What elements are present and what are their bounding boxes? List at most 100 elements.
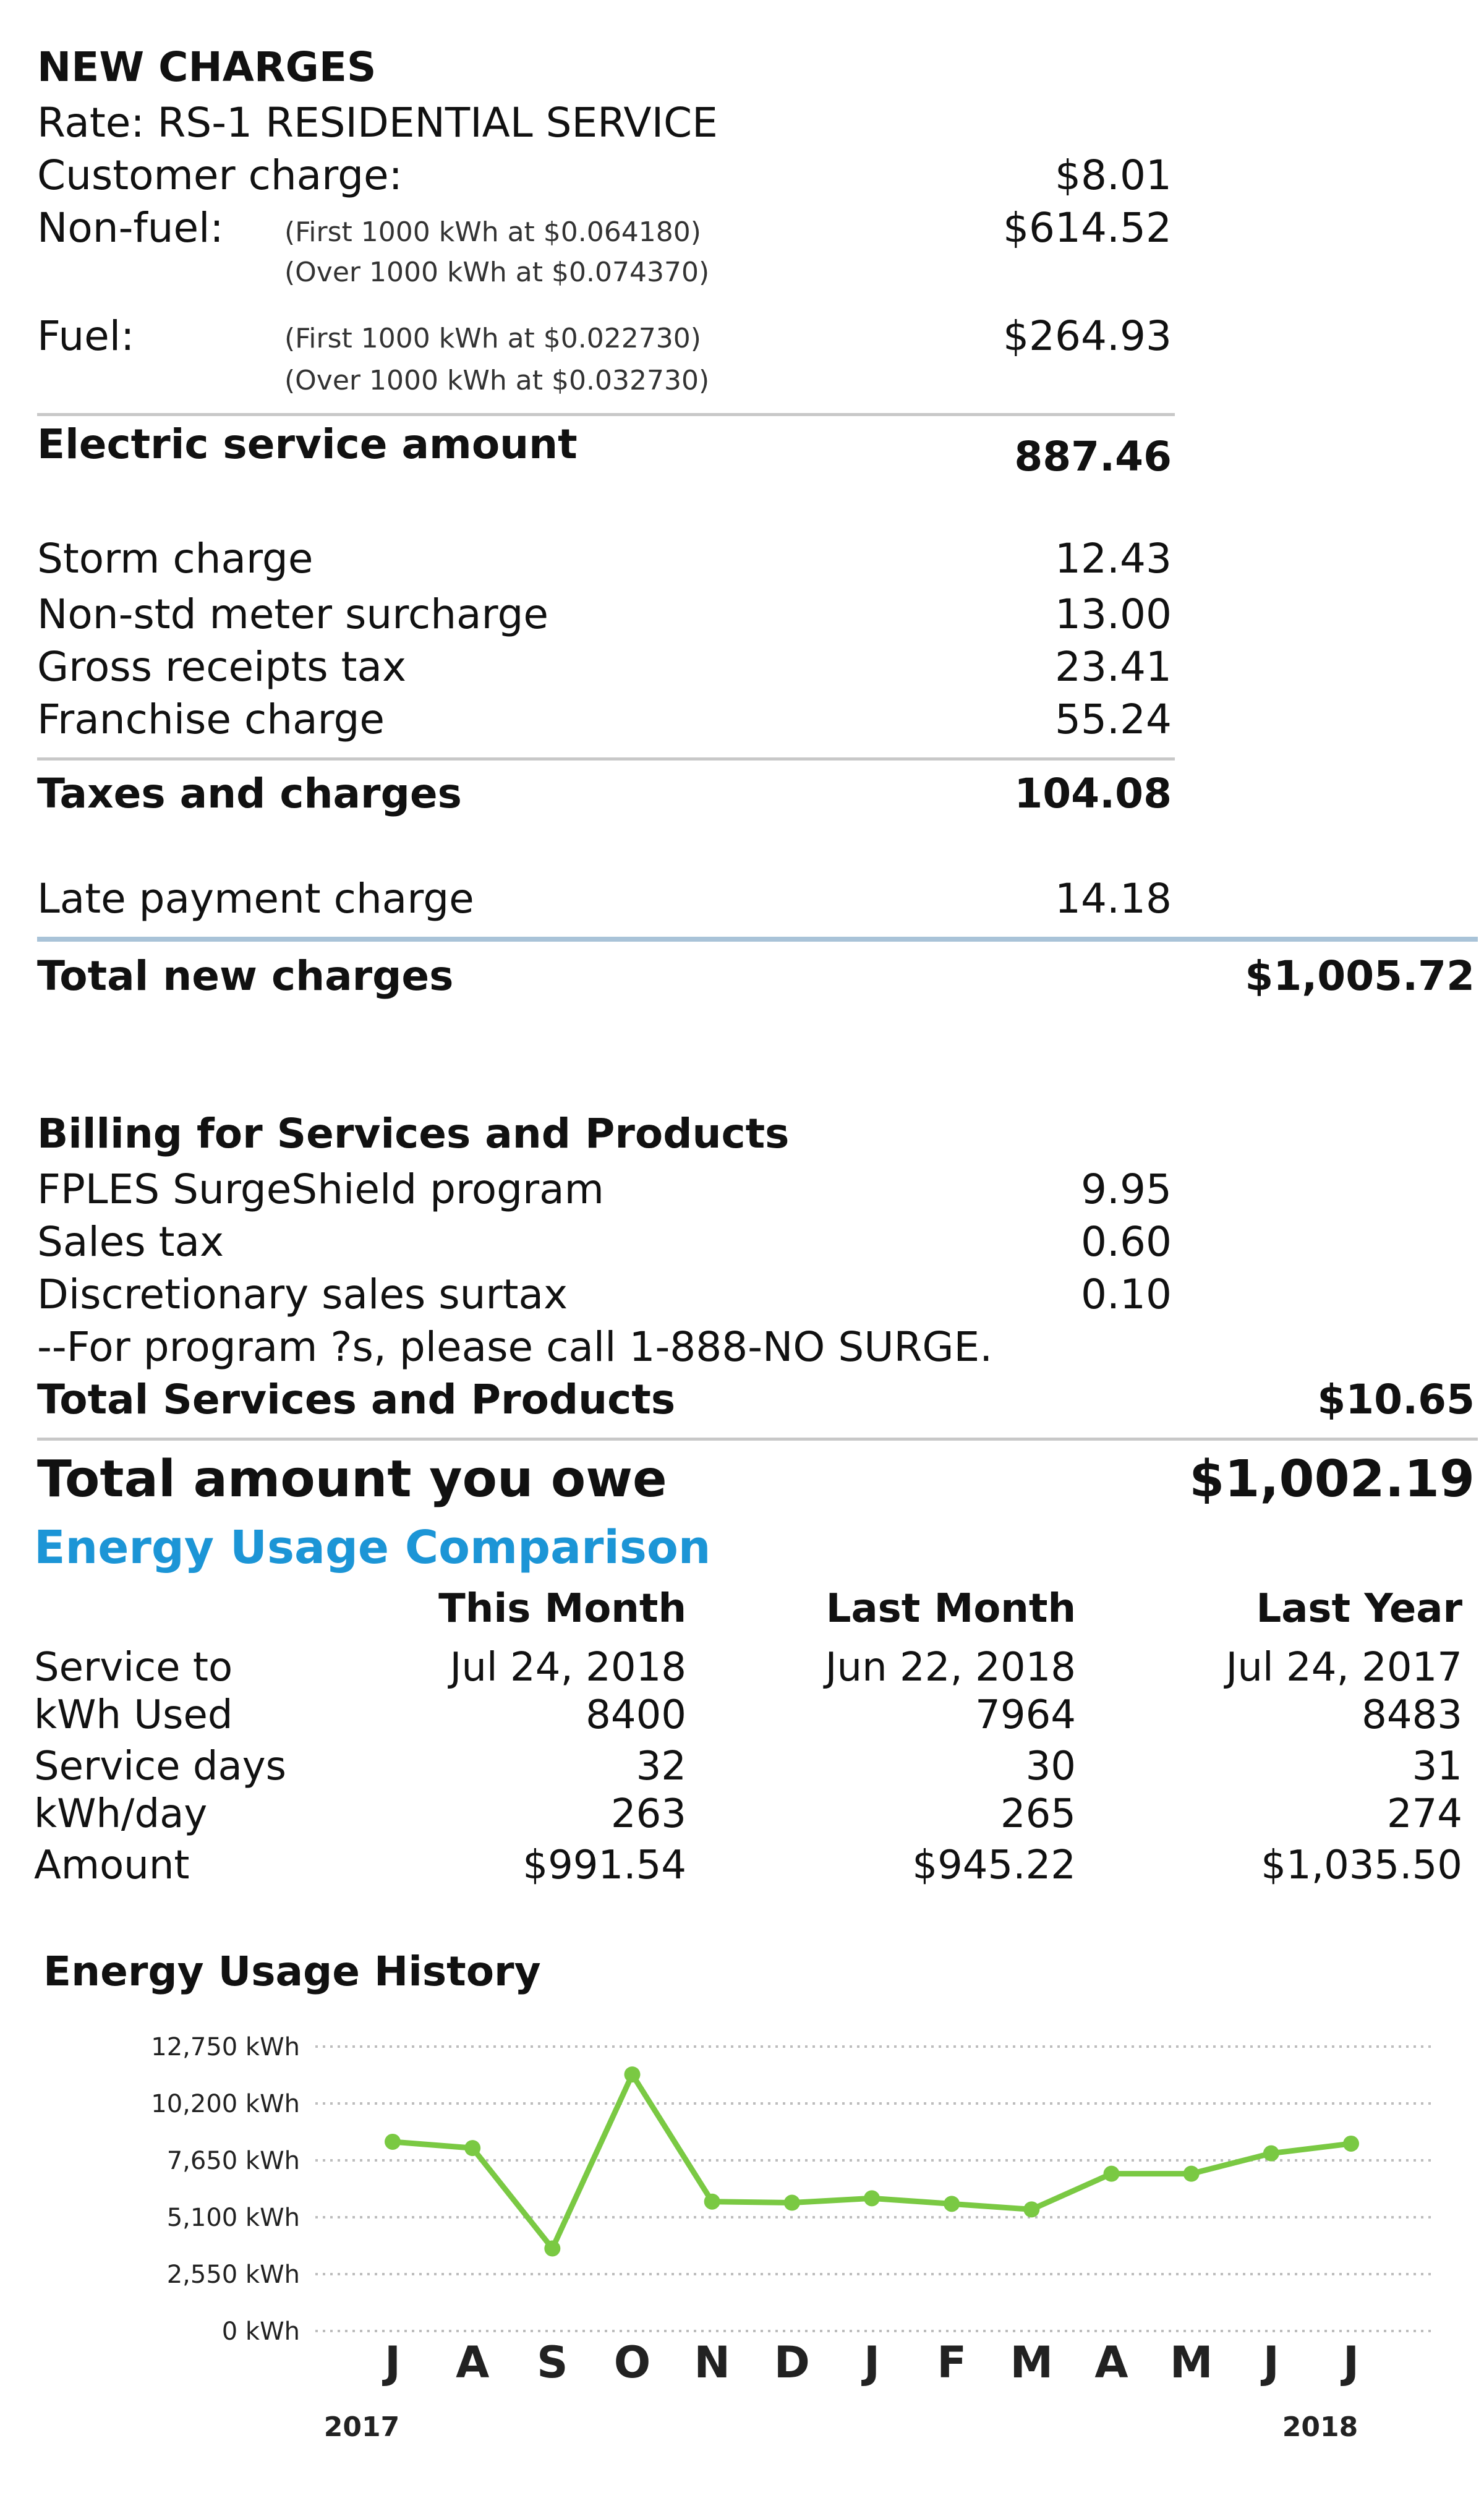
new-charges-heading: NEW CHARGES [37, 43, 377, 91]
x-tick-label: J [861, 2337, 880, 2388]
comparison-cell: 30 [1025, 1744, 1076, 1789]
electric-service-amount: 887.46 [1014, 433, 1172, 480]
services-total-amount: $10.65 [1317, 1376, 1475, 1423]
fuel-detail-2: (Over 1000 kWh at $0.032730) [284, 365, 710, 396]
x-tick-label: F [937, 2337, 966, 2388]
usage-point [385, 2133, 401, 2150]
comparison-cell: Jun 22, 2018 [825, 1645, 1076, 1690]
usage-point [1343, 2135, 1359, 2152]
usage-point [1103, 2165, 1120, 2182]
usage-point [464, 2140, 481, 2157]
x-tick-label: J [1261, 2337, 1279, 2388]
line-item-amount: 23.41 [1055, 643, 1172, 691]
usage-point [704, 2193, 720, 2210]
year-label: 2017 [324, 2411, 399, 2443]
taxes-total-amount: 104.08 [1014, 770, 1172, 817]
usage-point [1263, 2145, 1279, 2162]
total-owe-amount: $1,002.19 [1189, 1450, 1475, 1509]
line-item-amount: 12.43 [1055, 535, 1172, 582]
comparison-cell: 8400 [586, 1692, 686, 1738]
electric-service-label: Electric service amount [37, 420, 578, 468]
usage-point [544, 2240, 561, 2257]
x-tick-label: S [537, 2337, 568, 2388]
comparison-cell: 32 [636, 1744, 686, 1789]
rate-label: Rate: RS-1 RESIDENTIAL SERVICE [37, 99, 718, 147]
non-fuel-detail-1: (First 1000 kWh at $0.064180) [284, 216, 701, 248]
y-tick-label: 0 kWh [222, 2317, 300, 2346]
taxes-total-label: Taxes and charges [37, 770, 462, 817]
y-tick-label: 7,650 kWh [167, 2147, 300, 2175]
usage-point [864, 2190, 880, 2207]
usage-point [624, 2066, 641, 2083]
comparison-cell: 7964 [975, 1692, 1076, 1738]
services-heading: Billing for Services and Products [37, 1110, 790, 1157]
column-header-this-month: This Month [438, 1586, 686, 1632]
comparison-row-label: Service days [34, 1744, 286, 1789]
services-total-label: Total Services and Products [37, 1376, 676, 1423]
late-payment-amount: 14.18 [1055, 875, 1172, 923]
column-header-last-month: Last Month [825, 1586, 1076, 1632]
x-tick-label: N [694, 2337, 730, 2388]
y-tick-label: 12,750 kWh [151, 2033, 300, 2061]
customer-charge-label: Customer charge: [37, 151, 403, 199]
total-new-charges-label: Total new charges [37, 952, 454, 1000]
x-tick-label: D [774, 2337, 810, 2388]
service-item-label: Discretionary sales surtax [37, 1271, 568, 1318]
x-tick-label: M [1010, 2337, 1053, 2388]
comparison-row-label: Service to [34, 1645, 233, 1690]
service-item-label: FPLES SurgeShield program [37, 1166, 604, 1213]
service-item-label: Sales tax [37, 1218, 224, 1266]
y-tick-label: 10,200 kWh [151, 2090, 300, 2118]
usage-point [1183, 2165, 1200, 2182]
comparison-cell: 274 [1386, 1791, 1462, 1837]
comparison-cell: $1,035.50 [1261, 1843, 1462, 1888]
usage-point [944, 2196, 960, 2212]
divider [37, 937, 1478, 942]
non-fuel-detail-2: (Over 1000 kWh at $0.074370) [284, 257, 710, 288]
x-tick-label: J [1341, 2337, 1359, 2388]
comparison-cell: 265 [1000, 1791, 1076, 1837]
y-tick-label: 2,550 kWh [167, 2261, 300, 2289]
history-heading: Energy Usage History [43, 1948, 541, 1995]
non-fuel-label: Non-fuel: [37, 204, 224, 252]
divider [37, 413, 1175, 416]
divider [37, 1438, 1478, 1441]
service-item-amount: 0.10 [1081, 1271, 1172, 1318]
line-item-label: Storm charge [37, 535, 313, 582]
comparison-cell: 31 [1412, 1744, 1462, 1789]
comparison-row-label: kWh/day [34, 1791, 208, 1837]
x-tick-label: J [382, 2337, 401, 2388]
x-tick-label: A [1094, 2337, 1128, 2388]
total-owe-label: Total amount you owe [37, 1450, 667, 1509]
comparison-cell: Jul 24, 2018 [450, 1645, 686, 1690]
energy-usage-history-chart: 12,750 kWh 10,200 kWh 7,650 kWh 5,100 kWh 2,… [151, 2033, 1435, 2443]
services-note: --For program ?s, please call 1-888-NO S… [37, 1323, 993, 1371]
comparison-row-label: Amount [34, 1843, 190, 1888]
fuel-label: Fuel: [37, 312, 135, 360]
comparison-cell: 8483 [1362, 1692, 1462, 1738]
line-item-amount: 55.24 [1055, 696, 1172, 743]
line-item-amount: 13.00 [1055, 590, 1172, 638]
line-item-label: Gross receipts tax [37, 643, 406, 691]
comparison-cell: 263 [610, 1791, 686, 1837]
service-item-amount: 0.60 [1081, 1218, 1172, 1266]
late-payment-label: Late payment charge [37, 875, 474, 923]
year-label: 2018 [1282, 2411, 1358, 2443]
usage-point [783, 2194, 800, 2211]
line-item-label: Non-std meter surcharge [37, 590, 548, 638]
fuel-amount: $264.93 [1003, 312, 1172, 360]
comparison-row-label: kWh Used [34, 1692, 233, 1738]
comparison-cell: Jul 24, 2017 [1226, 1645, 1462, 1690]
fuel-detail-1: (First 1000 kWh at $0.022730) [284, 323, 701, 354]
non-fuel-amount: $614.52 [1003, 204, 1172, 252]
comparison-heading: Energy Usage Comparison [34, 1521, 711, 1574]
usage-point [1023, 2201, 1040, 2218]
comparison-cell: $991.54 [522, 1843, 686, 1888]
x-tick-label: M [1170, 2337, 1213, 2388]
x-tick-label: A [456, 2337, 489, 2388]
customer-charge-amount: $8.01 [1055, 151, 1172, 199]
y-tick-label: 5,100 kWh [167, 2204, 300, 2232]
total-new-charges-amount: $1,005.72 [1245, 952, 1475, 1000]
comparison-cell: $945.22 [912, 1843, 1076, 1888]
x-tick-label: O [614, 2337, 651, 2388]
